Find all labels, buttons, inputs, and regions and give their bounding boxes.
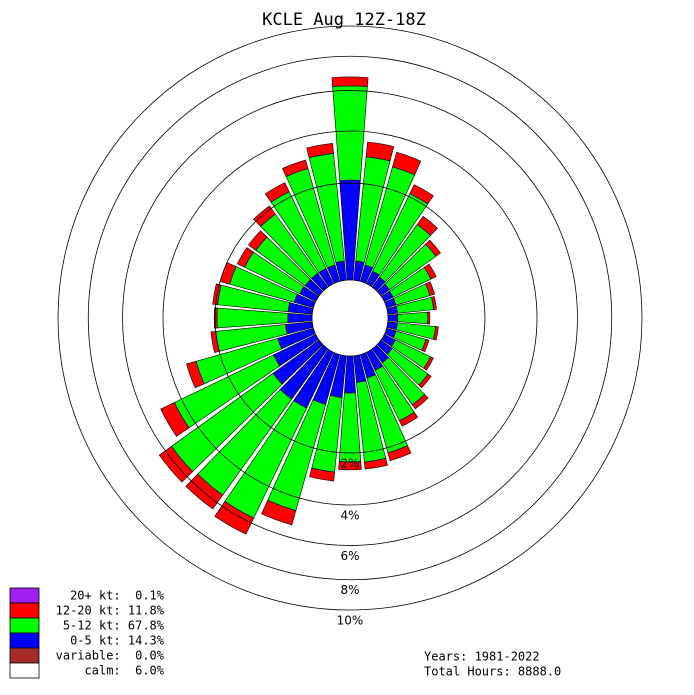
bar-segment [282, 159, 309, 177]
ring [162, 130, 538, 506]
bar-segment [425, 239, 441, 257]
bar-segment [409, 184, 434, 205]
bar-segment [309, 467, 335, 482]
bar-segment [253, 205, 276, 227]
bar-segment [387, 314, 399, 322]
bar-segment [344, 355, 356, 394]
bar-segment [387, 445, 412, 462]
legend-swatch [9, 617, 40, 634]
bar-segment [399, 411, 419, 427]
legend-label: 12-20 kt: 11.8% [56, 604, 165, 618]
bar-segment [427, 311, 431, 325]
ring-label: 2% [340, 456, 359, 470]
ring-label: 8% [340, 583, 359, 597]
ring [57, 25, 643, 611]
bar-segment [338, 392, 362, 463]
bar-segment [423, 263, 437, 280]
bar-segment [416, 215, 438, 237]
bar-segment [392, 151, 422, 176]
bar-segment [264, 182, 290, 203]
ring [214, 182, 486, 454]
footer-hours: Total Hours: 8888.0 [424, 665, 561, 679]
bar-segment [237, 247, 254, 268]
bar-segment [418, 373, 432, 389]
legend-swatch [9, 587, 40, 604]
legend-label: 5-12 kt: 67.8% [63, 619, 165, 633]
bar-segment [214, 501, 255, 535]
ring-label: 6% [340, 549, 359, 563]
bar-segment [425, 281, 436, 296]
ring-label: 10% [337, 614, 364, 628]
bar-segment [306, 143, 334, 159]
legend-swatch [9, 662, 40, 679]
bar-segment [421, 338, 430, 353]
legend-swatch [9, 632, 40, 649]
chart-title: KCLE Aug 12Z-18Z [262, 10, 426, 30]
bar-segment [160, 402, 190, 437]
bar-segment [186, 360, 205, 389]
bar-segment [423, 356, 434, 371]
legend-label: 20+ kt: 0.1% [70, 589, 165, 603]
footer-years: Years: 1981-2022 [424, 650, 540, 664]
legend-swatch [9, 602, 40, 619]
calm-circle [311, 279, 389, 357]
bar-segment [411, 394, 429, 410]
bar-segment [432, 326, 439, 341]
bar-segment [365, 141, 395, 162]
legend-label: 0-5 kt: 14.3% [70, 634, 165, 648]
bar-segment [331, 76, 369, 87]
legend-swatch [9, 647, 40, 664]
bar-segment [332, 85, 368, 181]
bar-segment [248, 230, 268, 251]
legend-label: calm: 6.0% [85, 664, 165, 678]
ring [87, 55, 613, 581]
legend-label: variable: 0.0% [56, 649, 165, 663]
bar-segment [364, 457, 388, 470]
ring [122, 90, 578, 546]
bar-segment [338, 461, 362, 471]
ring-label: 4% [340, 509, 359, 523]
bar-segment [397, 311, 429, 325]
bar-segment [261, 499, 297, 526]
bar-segment [287, 313, 313, 323]
bar-segment [213, 307, 218, 329]
bar-segment [431, 296, 437, 310]
